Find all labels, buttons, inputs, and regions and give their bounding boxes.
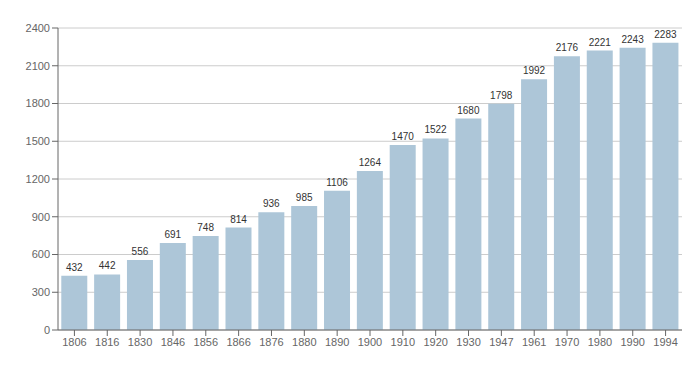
svg-text:814: 814 [230, 214, 247, 225]
svg-text:936: 936 [263, 198, 280, 209]
svg-text:0: 0 [44, 324, 50, 336]
svg-text:1876: 1876 [259, 336, 283, 348]
svg-text:1800: 1800 [26, 97, 50, 109]
svg-text:2221: 2221 [589, 37, 612, 48]
svg-text:432: 432 [66, 262, 83, 273]
svg-text:691: 691 [164, 229, 181, 240]
svg-text:2283: 2283 [654, 29, 677, 40]
svg-text:1856: 1856 [194, 336, 218, 348]
svg-text:1866: 1866 [226, 336, 250, 348]
svg-text:900: 900 [32, 211, 50, 223]
svg-text:1846: 1846 [161, 336, 185, 348]
svg-text:1880: 1880 [292, 336, 316, 348]
svg-text:1500: 1500 [26, 135, 50, 147]
svg-text:2400: 2400 [26, 22, 50, 34]
svg-text:1830: 1830 [128, 336, 152, 348]
svg-text:1470: 1470 [392, 131, 415, 142]
svg-text:2176: 2176 [556, 42, 579, 53]
svg-text:1816: 1816 [95, 336, 119, 348]
svg-text:1900: 1900 [358, 336, 382, 348]
svg-text:1200: 1200 [26, 173, 50, 185]
svg-text:1106: 1106 [326, 177, 348, 188]
svg-text:442: 442 [99, 260, 116, 271]
svg-text:1961: 1961 [522, 336, 546, 348]
svg-text:1990: 1990 [620, 336, 644, 348]
svg-text:985: 985 [296, 192, 313, 203]
svg-text:1920: 1920 [423, 336, 447, 348]
svg-text:600: 600 [32, 248, 50, 260]
svg-text:1994: 1994 [653, 336, 677, 348]
svg-text:1890: 1890 [325, 336, 349, 348]
svg-text:2100: 2100 [26, 60, 50, 72]
svg-text:556: 556 [132, 246, 149, 257]
svg-text:1264: 1264 [359, 157, 382, 168]
svg-text:748: 748 [197, 222, 214, 233]
svg-text:1798: 1798 [490, 90, 513, 101]
svg-text:1947: 1947 [489, 336, 513, 348]
svg-text:1992: 1992 [523, 65, 546, 76]
svg-text:1806: 1806 [62, 336, 86, 348]
svg-text:1970: 1970 [555, 336, 579, 348]
svg-text:1980: 1980 [588, 336, 612, 348]
svg-text:1680: 1680 [457, 105, 480, 116]
svg-text:300: 300 [32, 286, 50, 298]
svg-text:2243: 2243 [621, 34, 644, 45]
svg-text:1910: 1910 [391, 336, 415, 348]
svg-text:1522: 1522 [424, 124, 447, 135]
svg-text:1930: 1930 [456, 336, 480, 348]
